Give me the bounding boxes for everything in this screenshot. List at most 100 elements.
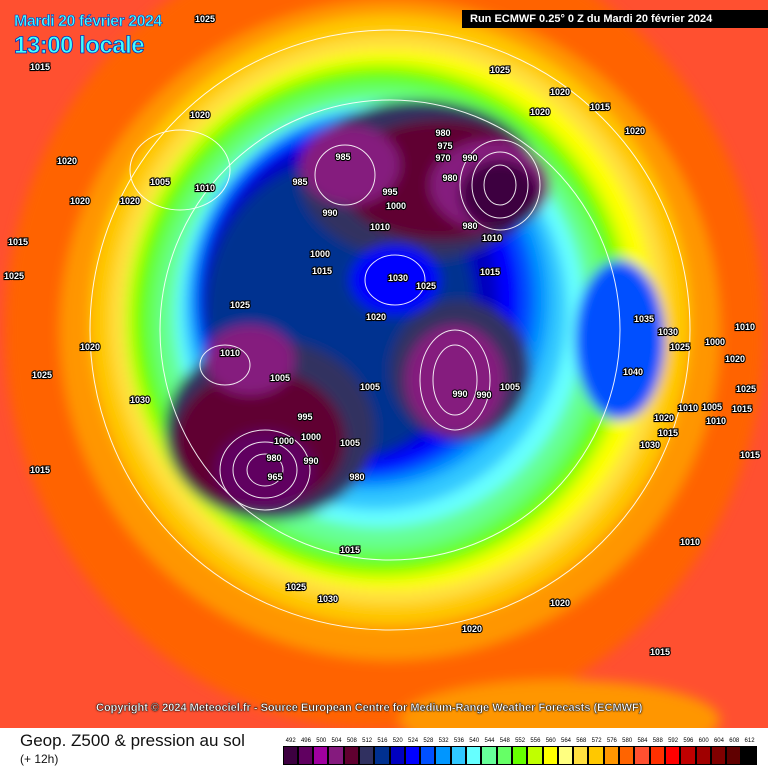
copyright: Copyright © 2024 Meteociel.fr - Source E… xyxy=(96,702,643,714)
pressure-label: 1000 xyxy=(301,432,321,442)
pressure-label: 1030 xyxy=(318,594,338,604)
pressure-label: 1020 xyxy=(120,196,140,206)
scale-label: 556 xyxy=(530,738,541,744)
pressure-label: 975 xyxy=(437,141,452,151)
pressure-label: 1030 xyxy=(658,327,678,337)
scale-item: 612 xyxy=(741,737,757,765)
scale-label: 604 xyxy=(713,738,724,744)
scale-label: 516 xyxy=(377,738,388,744)
scale-label: 520 xyxy=(392,738,403,744)
pressure-label: 1010 xyxy=(735,322,755,332)
scale-swatch xyxy=(726,746,742,765)
scale-swatch xyxy=(649,746,665,765)
geopotential-field xyxy=(5,0,765,728)
scale-swatch xyxy=(466,746,482,765)
color-scale: 492 496 500 504 508 512 516 520 524 528 532 536 540 5… xyxy=(282,737,757,765)
scale-label: 508 xyxy=(346,738,357,744)
pressure-label: 1030 xyxy=(130,395,150,405)
scale-item: 596 xyxy=(680,737,696,765)
scale-label: 552 xyxy=(515,738,526,744)
scale-swatch xyxy=(404,746,421,765)
scale-label: 600 xyxy=(698,738,709,744)
scale-swatch xyxy=(527,746,543,765)
pressure-label: 1010 xyxy=(482,233,502,243)
scale-swatch xyxy=(374,746,390,765)
scale-label: 544 xyxy=(484,738,495,744)
scale-item: 544 xyxy=(481,737,497,765)
pressure-label: 980 xyxy=(349,472,364,482)
pressure-label: 1020 xyxy=(725,354,745,364)
scale-item: 584 xyxy=(634,737,650,765)
scale-item: 560 xyxy=(542,737,558,765)
pressure-label: 980 xyxy=(462,221,477,231)
pressure-label: 1020 xyxy=(550,87,570,97)
pressure-label: 1030 xyxy=(388,273,408,283)
pressure-label: 1010 xyxy=(220,348,240,358)
pressure-label: 1025 xyxy=(670,342,690,352)
pressure-label: 1020 xyxy=(625,126,645,136)
pressure-label: 1025 xyxy=(195,14,215,24)
pressure-label: 990 xyxy=(476,390,491,400)
scale-item: 568 xyxy=(573,737,589,765)
scale-item: 520 xyxy=(389,737,405,765)
pressure-label: 1025 xyxy=(230,300,250,310)
scale-label: 536 xyxy=(453,738,464,744)
scale-label: 528 xyxy=(423,738,434,744)
pressure-label: 1015 xyxy=(732,404,752,414)
pressure-label: 1015 xyxy=(650,647,670,657)
pressure-label: 980 xyxy=(442,173,457,183)
pressure-label: 1005 xyxy=(500,382,520,392)
scale-label: 588 xyxy=(652,738,663,744)
scale-item: 576 xyxy=(603,737,620,765)
scale-item: 564 xyxy=(557,737,574,765)
pressure-label: 1005 xyxy=(270,373,290,383)
pressure-label: 1025 xyxy=(490,65,510,75)
pressure-label: 1015 xyxy=(340,545,360,555)
pressure-label: 1010 xyxy=(706,416,726,426)
pressure-label: 1015 xyxy=(30,62,50,72)
scale-label: 568 xyxy=(576,738,587,744)
scale-swatch xyxy=(313,746,329,765)
scale-label: 592 xyxy=(668,738,679,744)
run-info: Run ECMWF 0.25° 0 Z du Mardi 20 février … xyxy=(462,10,768,28)
pressure-label: 995 xyxy=(382,187,397,197)
scale-item: 512 xyxy=(358,737,375,765)
scale-swatch xyxy=(695,746,711,765)
scale-swatch xyxy=(450,746,467,765)
scale-swatch xyxy=(389,746,405,765)
scale-label: 492 xyxy=(285,738,296,744)
scale-swatch xyxy=(680,746,696,765)
pressure-label: 1010 xyxy=(370,222,390,232)
pressure-label: 965 xyxy=(267,472,282,482)
pressure-label: 1015 xyxy=(30,465,50,475)
pressure-label: 1015 xyxy=(658,428,678,438)
pressure-label: 1025 xyxy=(286,582,306,592)
scale-item: 504 xyxy=(328,737,344,765)
scale-item: 548 xyxy=(496,737,512,765)
pressure-label: 1035 xyxy=(634,314,654,324)
pressure-label: 1000 xyxy=(310,249,330,259)
scale-item: 524 xyxy=(404,737,421,765)
pressure-label: 985 xyxy=(335,152,350,162)
scale-label: 524 xyxy=(408,738,419,744)
map-title: Geop. Z500 & pression au sol xyxy=(20,731,245,750)
pressure-label: 1005 xyxy=(360,382,380,392)
pressure-label: 1020 xyxy=(190,110,210,120)
pressure-label: 1020 xyxy=(366,312,386,322)
scale-item: 604 xyxy=(710,737,727,765)
pressure-label: 980 xyxy=(266,453,281,463)
scale-label: 612 xyxy=(744,738,755,744)
scale-item: 600 xyxy=(695,737,711,765)
pressure-label: 1020 xyxy=(462,624,482,634)
scale-swatch xyxy=(542,746,558,765)
scale-swatch xyxy=(420,746,436,765)
scale-label: 584 xyxy=(637,738,648,744)
pressure-label: 1015 xyxy=(740,450,760,460)
pressure-label: 1025 xyxy=(736,384,756,394)
scale-label: 504 xyxy=(331,738,342,744)
pressure-label: 1020 xyxy=(70,196,90,206)
scale-item: 556 xyxy=(527,737,543,765)
forecast-time: 13:00 locale xyxy=(14,32,145,60)
pressure-label: 1015 xyxy=(8,237,28,247)
scale-label: 572 xyxy=(591,738,602,744)
